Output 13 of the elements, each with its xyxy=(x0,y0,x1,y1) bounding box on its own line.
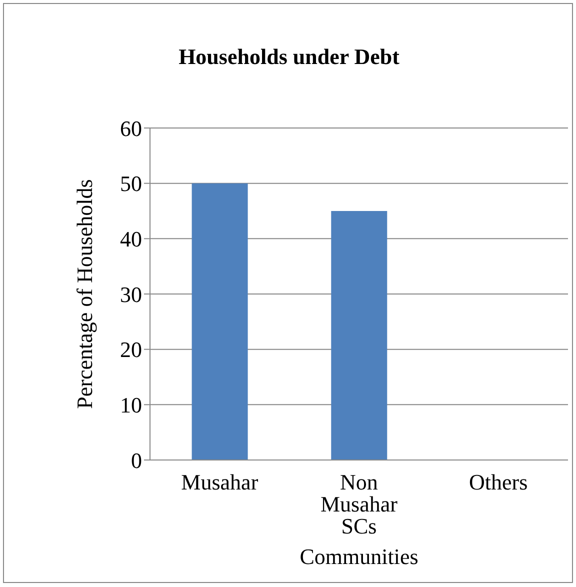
x-tick-label: Non Musahar SCs xyxy=(320,470,398,539)
chart-title: Households under Debt xyxy=(178,44,400,70)
y-axis-title: Percentage of Households xyxy=(72,179,97,409)
y-tick-label: 40 xyxy=(120,226,142,252)
y-tick-label: 50 xyxy=(120,171,142,196)
y-tick-label: 10 xyxy=(120,392,142,418)
y-tick-label: 20 xyxy=(120,337,142,362)
x-tick-label: Musahar xyxy=(181,470,259,495)
x-axis-title: Communities xyxy=(300,544,418,569)
y-tick-label: 0 xyxy=(131,448,142,473)
y-tick-label: 60 xyxy=(120,116,142,141)
y-tick-label: 30 xyxy=(120,282,142,307)
x-tick-label: Others xyxy=(469,470,528,495)
